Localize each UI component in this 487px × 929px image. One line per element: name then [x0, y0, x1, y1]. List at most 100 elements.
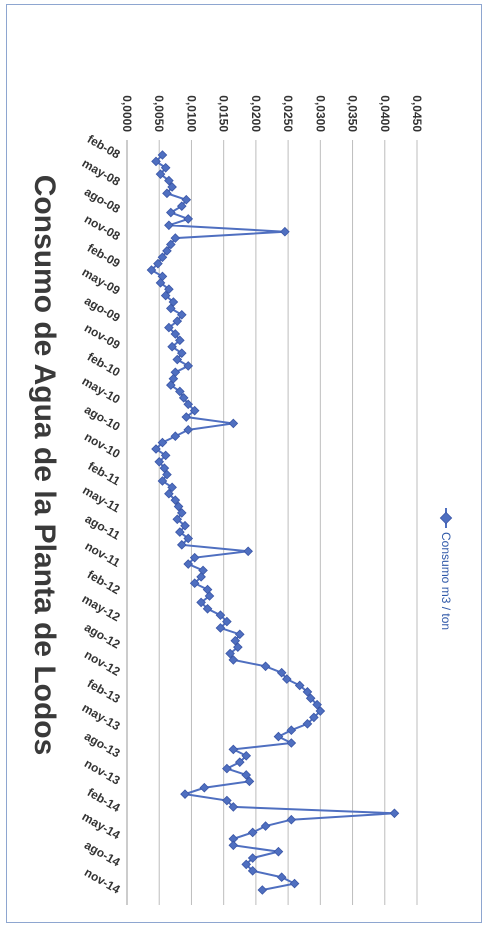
- data-point: [151, 444, 161, 454]
- data-point: [170, 329, 181, 339]
- data-point: [241, 770, 252, 780]
- series-consumo: [146, 150, 400, 895]
- data-point: [222, 795, 232, 806]
- data-point: [312, 699, 322, 710]
- data-point: [166, 207, 176, 218]
- data-point: [286, 814, 297, 825]
- x-tick-label: nov-14: [82, 865, 123, 897]
- data-point: [167, 341, 177, 352]
- data-point: [276, 872, 287, 883]
- y-tick-label: 0,0050: [152, 95, 166, 132]
- data-point: [228, 802, 239, 812]
- data-point: [162, 246, 172, 256]
- chart-title: Consumo de Agua de la Planta de Lodos: [28, 175, 61, 756]
- data-point: [157, 476, 168, 486]
- data-point: [157, 252, 168, 263]
- data-point: [233, 642, 243, 652]
- data-point: [178, 393, 189, 403]
- y-tick-label: 0,0150: [217, 95, 231, 132]
- data-point: [155, 169, 166, 179]
- data-point: [176, 201, 187, 211]
- x-tick-label: feb-11: [85, 459, 122, 489]
- y-tick-label: 0,0250: [281, 95, 295, 132]
- data-point: [164, 284, 174, 295]
- data-point: [172, 316, 183, 326]
- data-point: [241, 859, 252, 870]
- data-point: [228, 834, 239, 844]
- data-point: [225, 648, 235, 659]
- data-point: [183, 559, 194, 569]
- legend-marker-swatch: [439, 511, 453, 525]
- x-tick-label: may-11: [80, 483, 123, 516]
- data-point: [302, 687, 313, 697]
- data-point: [273, 846, 284, 857]
- data-point: [222, 763, 232, 774]
- legend-entry-consumo: Consumo m3 / ton: [439, 532, 453, 630]
- y-axis-tick-labels: 0,0000 0,0050 0,0100 0,0150 0,0200 0,0250 0,03…: [120, 95, 424, 132]
- data-point: [180, 789, 190, 799]
- data-point: [183, 361, 194, 371]
- data-point: [155, 278, 166, 288]
- data-point: [166, 380, 176, 390]
- data-point: [175, 527, 185, 537]
- data-point: [228, 744, 239, 755]
- data-point: [247, 866, 258, 876]
- x-tick-label: may-14: [80, 809, 123, 842]
- x-axis-tick-labels: feb-08may-08ago-08nov-08feb-09may-09ago-…: [80, 132, 123, 897]
- data-point: [183, 399, 194, 410]
- chart-frame: [6, 4, 482, 923]
- data-point: [294, 680, 305, 691]
- data-point: [309, 712, 319, 723]
- data-point: [160, 290, 171, 301]
- y-tick-label: 0,0200: [249, 95, 263, 132]
- series-line: [149, 154, 395, 891]
- data-point: [170, 431, 181, 442]
- y-tick-label: 0,0450: [410, 95, 424, 132]
- data-point: [305, 693, 316, 704]
- data-point: [176, 309, 187, 320]
- data-point: [228, 655, 239, 665]
- x-tick-label: nov-09: [82, 321, 123, 353]
- data-point: [302, 719, 313, 729]
- data-point: [180, 520, 190, 531]
- data-point: [215, 623, 226, 633]
- data-point: [176, 348, 187, 358]
- x-tick-label: nov-13: [82, 756, 123, 788]
- x-tick-label: may-09: [80, 265, 123, 298]
- data-point: [196, 572, 206, 582]
- data-point: [176, 508, 187, 518]
- data-point: [170, 495, 181, 505]
- data-point: [175, 335, 185, 346]
- data-point: [260, 661, 271, 672]
- data-point: [189, 552, 200, 563]
- data-point: [153, 258, 163, 269]
- y-tick-label: 0,0400: [378, 95, 392, 132]
- chart-legend: Consumo m3 / ton: [439, 508, 453, 630]
- data-point: [183, 533, 194, 544]
- data-point: [241, 750, 252, 761]
- y-tick-label: 0,0100: [184, 95, 198, 132]
- data-point: [172, 354, 183, 365]
- x-tick-label: nov-10: [82, 430, 123, 462]
- data-point: [164, 322, 174, 333]
- data-point: [234, 757, 245, 767]
- y-tick-label: 0,0350: [346, 95, 360, 132]
- data-point: [260, 821, 271, 831]
- data-point: [157, 437, 168, 448]
- x-tick-label: nov-08: [82, 212, 123, 244]
- data-point: [222, 616, 232, 627]
- data-point: [196, 597, 206, 608]
- data-point: [282, 674, 292, 684]
- x-tick-label: may-08: [80, 156, 123, 189]
- data-point: [199, 782, 210, 793]
- data-point: [215, 610, 226, 620]
- data-point: [247, 853, 258, 863]
- data-point: [162, 469, 172, 480]
- data-point: [157, 150, 168, 160]
- data-point: [276, 667, 287, 678]
- data-point: [166, 239, 176, 250]
- y-tick-label: 0,0000: [120, 95, 134, 132]
- data-point: [160, 450, 171, 461]
- x-tick-label: may-12: [80, 592, 123, 625]
